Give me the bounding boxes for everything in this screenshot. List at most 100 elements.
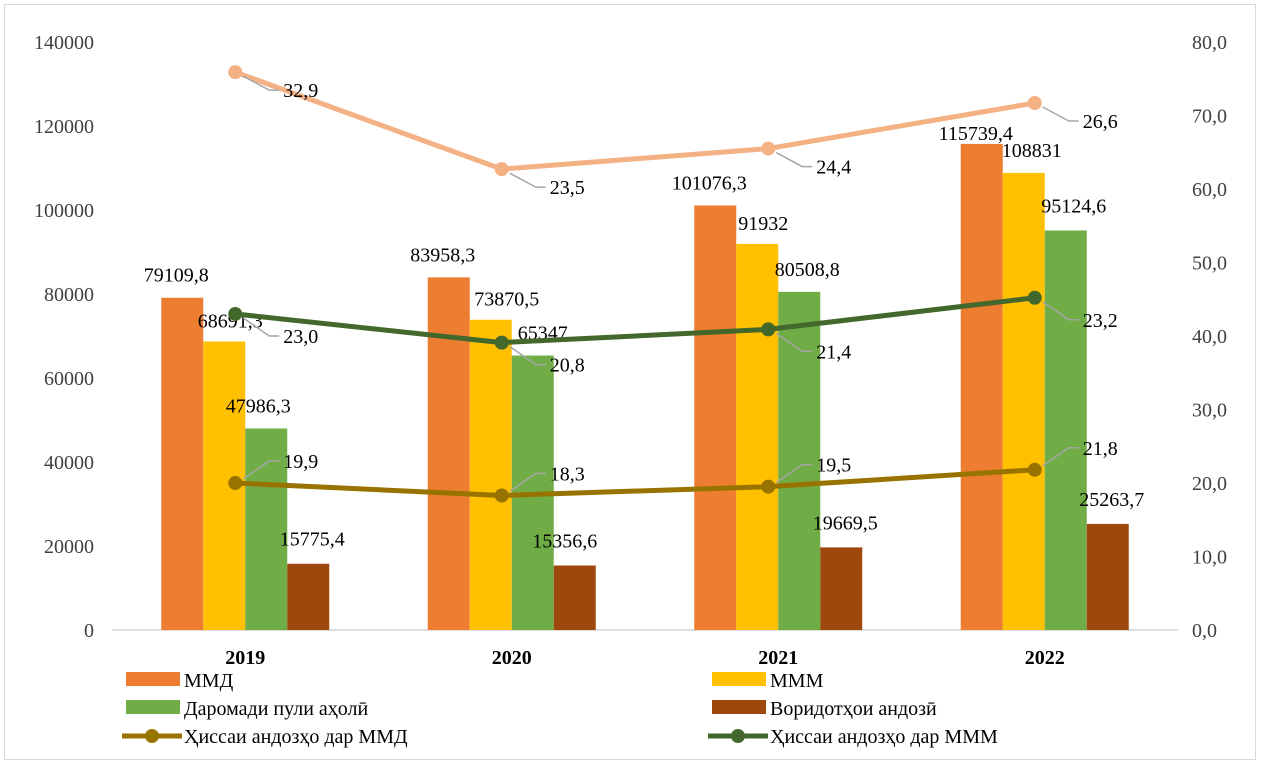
y-left-tick-label: 80000 — [44, 284, 94, 306]
bar — [1086, 523, 1129, 630]
legend-label: Даромади пули аҳолӣ — [184, 698, 369, 720]
bar — [469, 319, 512, 630]
leader-line — [509, 345, 546, 366]
legend-marker — [145, 729, 159, 743]
legend-swatch — [126, 700, 180, 714]
y-left-tick-label: 120000 — [34, 116, 94, 138]
y-left-tick-label: 60000 — [44, 368, 94, 390]
bar — [161, 297, 204, 630]
category-label: 2020 — [492, 647, 532, 669]
series-marker — [761, 141, 776, 156]
series-marker — [494, 488, 509, 503]
y-right-tick-label: 0,0 — [1192, 620, 1217, 642]
y-left-tick-label: 0 — [84, 620, 94, 642]
line-data-label: 20,8 — [550, 355, 585, 377]
series-line — [234, 69, 1036, 172]
series-marker — [1027, 96, 1042, 111]
bar — [287, 563, 330, 630]
legend-swatch — [712, 700, 766, 714]
series-marker — [228, 476, 243, 490]
series-line — [235, 467, 1035, 498]
y-left-tick-label: 100000 — [34, 200, 94, 222]
y-right-tick-label: 50,0 — [1192, 253, 1227, 275]
line-data-label: 23,0 — [283, 326, 318, 348]
bar-data-label: 25263,7 — [1079, 489, 1144, 511]
leader-line — [775, 332, 813, 353]
line-data-label: 19,5 — [816, 455, 851, 477]
bar-data-label: 73870,5 — [474, 289, 539, 311]
bar-data-label: 19669,5 — [813, 512, 878, 534]
line-data-label: 21,8 — [1083, 438, 1118, 460]
leader-line — [1042, 301, 1079, 321]
bar-data-label: 101076,3 — [672, 172, 747, 194]
legend-marker — [731, 729, 745, 743]
series-line — [234, 295, 1036, 346]
line-data-label: 24,4 — [816, 157, 851, 179]
legend-label: ММД — [184, 670, 234, 692]
series-marker — [228, 306, 243, 321]
bar — [553, 565, 596, 630]
series-marker — [228, 65, 243, 80]
bar-data-label: 80508,8 — [775, 259, 840, 281]
series-marker — [1027, 462, 1042, 477]
line-data-label: 26,6 — [1083, 111, 1118, 133]
series-marker — [494, 162, 509, 177]
y-left-tick-label: 140000 — [34, 32, 94, 54]
line-data-label: 23,2 — [1083, 310, 1118, 332]
series-marker — [1027, 290, 1042, 305]
y-right-tick-label: 60,0 — [1192, 179, 1227, 201]
line-data-label: 23,5 — [550, 177, 585, 199]
y-right-tick-label: 10,0 — [1192, 547, 1227, 569]
legend-swatch — [126, 672, 180, 686]
category-label: 2019 — [225, 647, 265, 669]
category-label: 2021 — [758, 647, 798, 669]
bar — [245, 428, 288, 630]
leader-line — [242, 75, 280, 91]
bar — [694, 205, 737, 630]
bar-data-label: 115739,4 — [939, 123, 1013, 145]
line-data-label: 21,4 — [816, 341, 851, 363]
y-right-tick-label: 40,0 — [1192, 326, 1227, 348]
y-left-tick-label: 40000 — [44, 452, 94, 474]
chart-frame — [4, 4, 1256, 760]
y-right-tick-label: 30,0 — [1192, 400, 1227, 422]
legend-label: Ҳиссаи андозҳо дар ММД — [184, 726, 408, 748]
series-marker — [494, 335, 509, 350]
leader-line — [509, 472, 546, 493]
bar-data-label: 95124,6 — [1041, 195, 1106, 217]
line-data-label: 32,9 — [283, 80, 318, 102]
leader-line — [242, 317, 280, 337]
y-right-tick-label: 70,0 — [1192, 106, 1227, 128]
series-marker — [761, 479, 776, 494]
leader-line — [242, 460, 280, 480]
bar-data-label: 15775,4 — [280, 529, 345, 551]
bar — [1044, 230, 1087, 630]
line-data-label: 19,9 — [283, 451, 318, 473]
bar-data-label: 91932 — [738, 213, 788, 235]
leader-line — [1042, 106, 1079, 122]
series-marker — [761, 322, 776, 337]
legend-label: Воридотҳои андозӣ — [770, 698, 937, 720]
legend-label: Ҳиссаи андозҳо дар МММ — [770, 726, 998, 748]
bar — [960, 143, 1003, 630]
bar — [1002, 172, 1045, 631]
bar-data-label: 79109,8 — [144, 265, 209, 287]
legend-label: МММ — [770, 670, 824, 692]
y-left-tick-label: 20000 — [44, 536, 94, 558]
leader-line — [509, 172, 546, 188]
bar — [820, 547, 863, 630]
bar-data-label: 15356,6 — [532, 531, 597, 553]
line-data-label: 18,3 — [550, 463, 585, 485]
bar-data-label: 83958,3 — [410, 244, 475, 266]
leader-line — [1042, 447, 1079, 467]
leader-line — [775, 151, 813, 168]
y-right-tick-label: 20,0 — [1192, 473, 1227, 495]
y-right-tick-label: 80,0 — [1192, 32, 1227, 54]
bar — [778, 291, 821, 630]
bar — [736, 243, 779, 630]
legend-swatch — [712, 672, 766, 686]
bar-data-label: 108831 — [1002, 140, 1062, 162]
category-label: 2022 — [1025, 647, 1065, 669]
